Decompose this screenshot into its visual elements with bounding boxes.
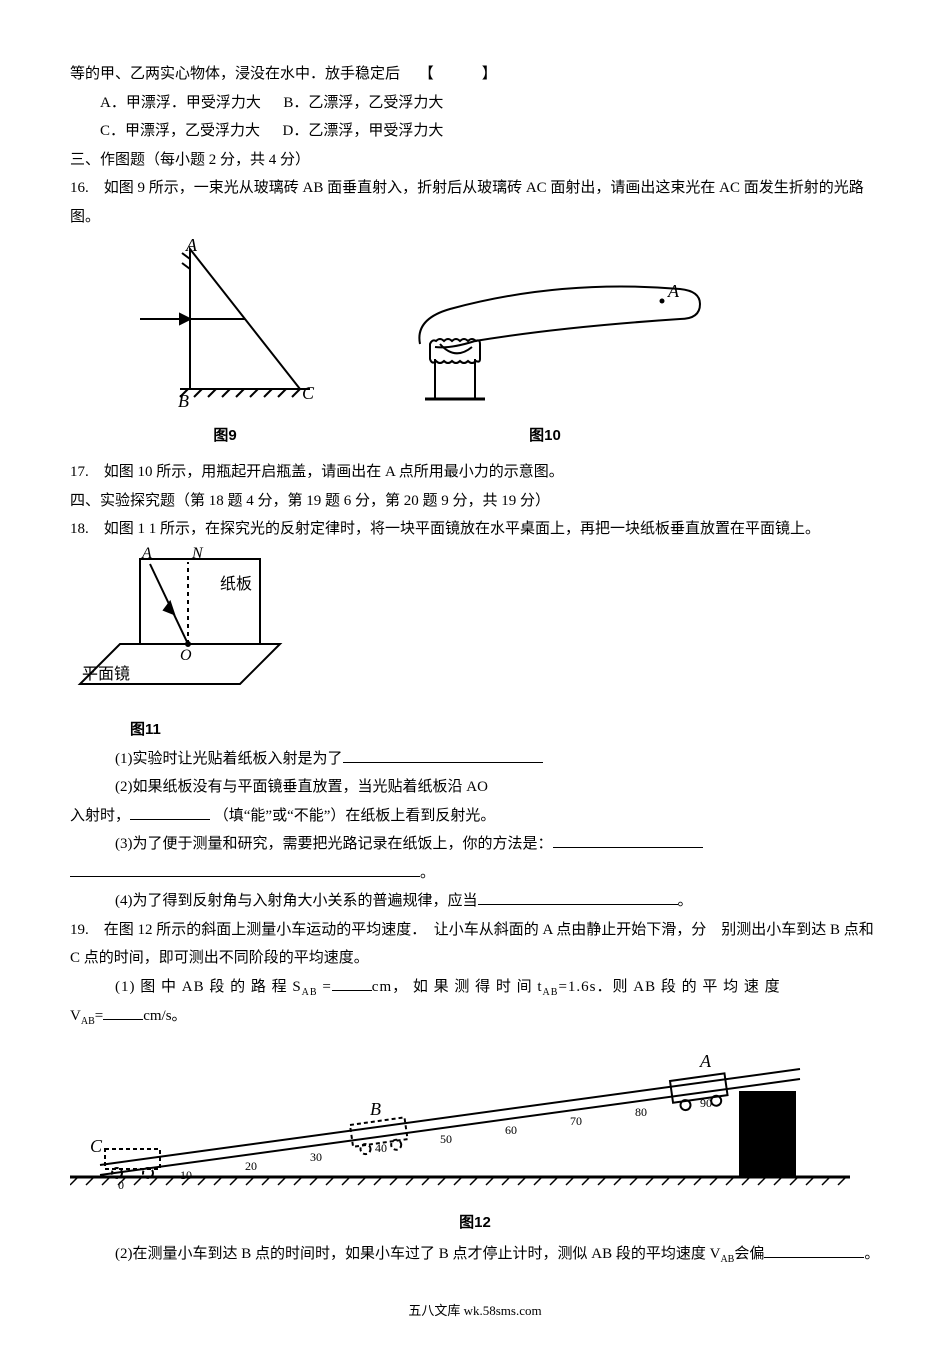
- q18-sub3-line2: 。: [70, 859, 880, 888]
- q19-sub2: (2)在测量小车到达 B 点的时间时，如果小车过了 B 点才停止计时，测似 AB…: [70, 1240, 880, 1269]
- q19-sub1: (1) 图 中 AB 段 的 路 程 SAB =cm， 如 果 测 得 时 间 …: [70, 973, 880, 1002]
- fig11-label-board: 纸板: [220, 575, 252, 593]
- q19-1b: =: [318, 979, 332, 995]
- figure-row-9-10: A B C 图9 A 图10: [130, 239, 880, 450]
- q18-sub2b: 入射时， （填“能”或“不能”）在纸板上看到反射光。: [70, 802, 880, 831]
- fig12-tick: 10: [180, 1168, 192, 1182]
- q18-sub4-text: (4)为了得到反射角与入射角大小关系的普遍规律，应当: [115, 893, 478, 909]
- blank: [478, 889, 678, 905]
- fig12-tick: 30: [310, 1150, 322, 1164]
- fig12-tick: 80: [635, 1105, 647, 1119]
- section-3-title: 三、作图题（每小题 2 分，共 4 分）: [70, 146, 880, 175]
- q19-1f: cm/s。: [143, 1008, 186, 1024]
- q18-sub2a: (2)如果纸板没有与平面镜垂直放置，当光贴着纸板沿 AO: [70, 773, 880, 802]
- figure-9: A B C 图9: [130, 239, 320, 450]
- fig9-label-a: A: [185, 239, 198, 255]
- q-prev-tail-text: 等的甲、乙两实心物体，浸没在水中．放手稳定后: [70, 66, 400, 82]
- figure-12-svg: 0 10 20 30 40 50 60 70 80 90 100 cm A B …: [70, 1037, 850, 1197]
- q-prev-bracket: 【 】: [419, 65, 503, 82]
- q18-sub3: (3)为了便于测量和研究，需要把光路记录在纸饭上，你的方法是：: [70, 830, 880, 859]
- blank: [130, 804, 210, 820]
- q17-stem: 17. 如图 10 所示，用瓶起开启瓶盖，请画出在 A 点所用最小力的示意图。: [70, 458, 880, 487]
- q19-1e-post: =: [95, 1008, 103, 1024]
- q16-stem: 16. 如图 9 所示，一束光从玻璃砖 AB 面垂直射入，折射后从玻璃砖 AC …: [70, 174, 880, 231]
- fig12-label-c: C: [90, 1136, 103, 1156]
- q-prev-opt-b: B．乙漂浮，乙受浮力大: [283, 95, 443, 111]
- q19-2b: 会偏: [734, 1246, 764, 1262]
- fig12-label-a: A: [699, 1051, 712, 1071]
- q-prev-opt-a: A．甲漂浮．甲受浮力大: [100, 95, 261, 111]
- q18-sub1: (1)实验时让光贴着纸板入射是为了: [70, 745, 880, 774]
- q-prev-opt-d: D．乙漂浮，甲受浮力大: [283, 123, 444, 139]
- fig11-label-a: A: [141, 545, 152, 562]
- q-prev-options-row1: A．甲漂浮．甲受浮力大 B．乙漂浮，乙受浮力大: [70, 89, 880, 118]
- fig12-tick: 20: [245, 1159, 257, 1173]
- q18-sub3-text: (3)为了便于测量和研究，需要把光路记录在纸饭上，你的方法是：: [115, 836, 553, 852]
- q-prev-opt-c: C．甲漂浮，乙受浮力大: [100, 123, 260, 139]
- figure-12: 0 10 20 30 40 50 60 70 80 90 100 cm A B …: [70, 1037, 880, 1238]
- figure-11-svg: A N O 纸板 平面镜: [70, 544, 300, 704]
- fig9-label-b: B: [178, 391, 189, 409]
- fig9-label-c: C: [302, 383, 315, 403]
- section-4-title: 四、实验探究题（第 18 题 4 分，第 19 题 6 分，第 20 题 9 分…: [70, 487, 880, 516]
- figure-11-caption: 图11: [130, 716, 880, 745]
- fig12-tick: 70: [570, 1114, 582, 1128]
- q19-1e-pre: V: [70, 1008, 81, 1024]
- fig12-label-b: B: [370, 1099, 381, 1119]
- figure-10: A 图10: [380, 249, 710, 450]
- q18-sub4: (4)为了得到反射角与入射角大小关系的普遍规律，应当。: [70, 887, 880, 916]
- figure-9-svg: A B C: [130, 239, 320, 409]
- blank: [764, 1242, 864, 1258]
- q18-sub1-text: (1)实验时让光贴着纸板入射是为了: [115, 751, 343, 767]
- fig12-tick: 40: [375, 1141, 387, 1155]
- q-prev-tail: 等的甲、乙两实心物体，浸没在水中．放手稳定后 【 】: [70, 60, 880, 89]
- figure-9-caption: 图9: [130, 422, 320, 451]
- blank: [70, 861, 420, 877]
- q19-1c: cm， 如 果 测 得 时 间 t: [372, 979, 543, 995]
- fig12-tick: 90: [700, 1096, 712, 1110]
- q18-sub2b-pre: 入射时，: [70, 808, 130, 824]
- figure-11: A N O 纸板 平面镜 图11: [70, 544, 880, 745]
- q-prev-options-row2: C．甲漂浮，乙受浮力大 D．乙漂浮，甲受浮力大: [70, 117, 880, 146]
- fig12-tick: 0: [118, 1178, 124, 1192]
- blank: [332, 975, 372, 991]
- figure-10-svg: A: [380, 249, 710, 409]
- fig11-label-o: O: [180, 647, 192, 664]
- q19-1d: =1.6s．则 AB 段 的 平 均 速 度: [558, 979, 780, 995]
- fig12-tick: 50: [440, 1132, 452, 1146]
- q19-stem: 19. 在图 12 所示的斜面上测量小车运动的平均速度． 让小车从斜面的 A 点…: [70, 916, 880, 973]
- q19-1a: (1) 图 中 AB 段 的 路 程 S: [115, 979, 302, 995]
- q18-stem: 18. 如图 1 1 所示，在探究光的反射定律时，将一块平面镜放在水平桌面上，再…: [70, 515, 880, 544]
- figure-12-caption: 图12: [70, 1209, 880, 1238]
- q19-sub1-line2: VAB=cm/s。: [70, 1002, 880, 1031]
- figure-10-caption: 图10: [380, 422, 710, 451]
- fig11-label-n: N: [191, 545, 204, 562]
- fig12-tick: 60: [505, 1123, 517, 1137]
- blank: [553, 832, 703, 848]
- fig10-label-a: A: [667, 281, 680, 301]
- fig12-tick: 100 cm: [758, 1088, 794, 1102]
- q19-2a: (2)在测量小车到达 B 点的时间时，如果小车过了 B 点才停止计时，测似 AB…: [115, 1246, 720, 1262]
- blank: [343, 747, 543, 763]
- fig11-label-mirror: 平面镜: [82, 664, 130, 683]
- q18-sub2b-post: （填“能”或“不能”）在纸板上看到反射光。: [214, 808, 496, 824]
- page-footer: 五八文库 wk.58sms.com: [70, 1299, 880, 1324]
- blank: [103, 1004, 143, 1020]
- fig10-point-a: [660, 299, 665, 304]
